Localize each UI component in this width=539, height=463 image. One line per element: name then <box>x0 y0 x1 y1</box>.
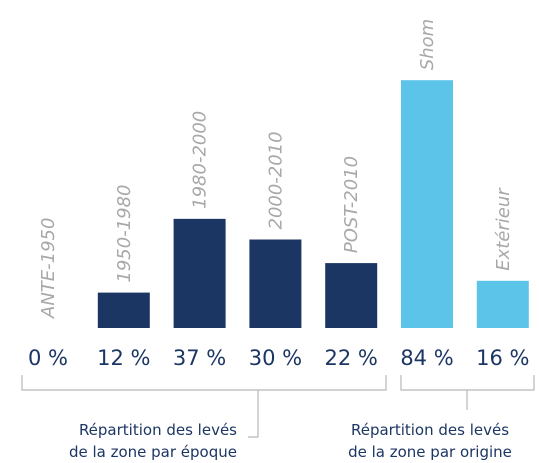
category-label: POST-2010 <box>341 156 362 253</box>
category-label: 2000-2010 <box>265 131 286 229</box>
bar <box>97 292 150 328</box>
value-label: 12 % <box>97 346 150 370</box>
category-label: Shom <box>417 19 438 70</box>
category-label: 1950-1980 <box>114 184 135 282</box>
group-caption: Répartition des levés <box>351 421 509 439</box>
value-label: 16 % <box>476 346 529 370</box>
category-label: Extérieur <box>493 187 514 271</box>
bar <box>249 239 302 328</box>
bracket <box>400 375 535 410</box>
group-caption: Répartition des levés <box>79 421 237 439</box>
bar <box>401 80 453 328</box>
value-label: 84 % <box>400 346 453 370</box>
bracket <box>21 375 387 438</box>
bar <box>476 280 529 328</box>
bar <box>325 263 378 328</box>
value-label: 22 % <box>325 346 378 370</box>
category-label: 1980-2000 <box>190 111 211 209</box>
category-label: ANTE-1950 <box>38 218 59 319</box>
value-label: 30 % <box>249 346 302 370</box>
value-label: 37 % <box>173 346 226 370</box>
group-caption: de la zone par origine <box>348 443 512 461</box>
group-caption: de la zone par époque <box>69 443 237 461</box>
value-label: 0 % <box>28 346 68 370</box>
bar <box>173 218 226 328</box>
